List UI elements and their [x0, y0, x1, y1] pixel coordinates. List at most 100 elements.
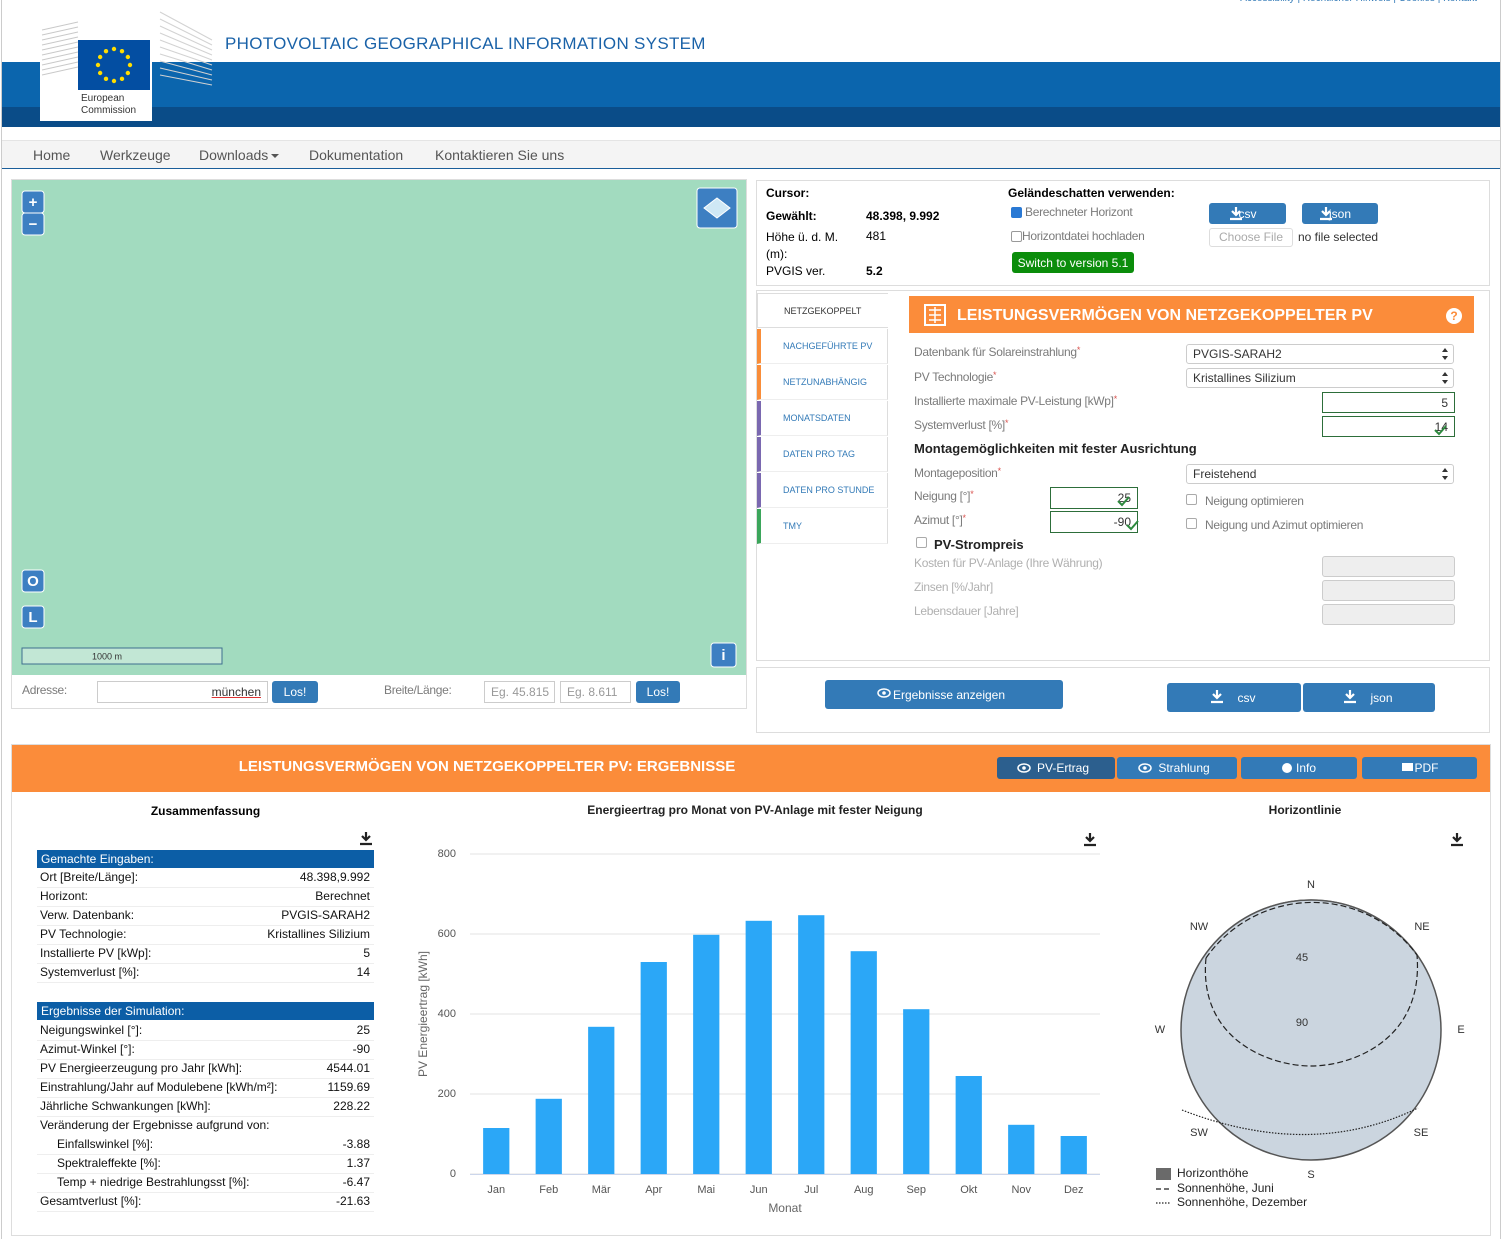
- number-input[interactable]: 14: [1322, 416, 1455, 437]
- selected-label: Gewählt:: [766, 209, 817, 223]
- nav-item[interactable]: Dokumentation: [309, 147, 404, 163]
- lat-input[interactable]: Eg. 45.815: [484, 681, 555, 703]
- table-header: Gemachte Eingaben:: [37, 850, 374, 868]
- row-label: Einstrahlung/Jahr auf Modulebene [kWh/m²…: [40, 1080, 278, 1094]
- disabled-label: Kosten für PV-Anlage (Ihre Währung): [914, 556, 1103, 570]
- version-value: 5.2: [866, 264, 883, 278]
- required-mark: *: [997, 466, 1002, 476]
- field-label: Neigung [°]*: [914, 489, 974, 503]
- field-label: Datenbank für Solareinstrahlung*: [914, 345, 1081, 359]
- tab[interactable]: NETZUNABHÄNGIG: [757, 365, 888, 400]
- tab[interactable]: NACHGEFÜHRTE PV: [757, 329, 888, 364]
- show-results-button[interactable]: Ergebnisse anzeigen: [825, 680, 1063, 709]
- disabled-input: [1322, 556, 1455, 577]
- row-value: 5: [363, 946, 370, 960]
- required-mark: *: [962, 513, 966, 523]
- map-panel: [11, 179, 747, 709]
- checkbox[interactable]: [1011, 231, 1022, 242]
- disabled-input: [1322, 604, 1455, 625]
- tab[interactable]: MONATSDATEN: [757, 401, 888, 436]
- form-panel: [756, 290, 1490, 661]
- go-button[interactable]: Los!: [272, 681, 318, 703]
- row-line: [37, 1059, 374, 1060]
- row-label: PV Technologie:: [40, 927, 127, 941]
- row-value: -6.47: [342, 1175, 370, 1189]
- field-label: Installierte maximale PV-Leistung [kWp]*: [914, 394, 1117, 408]
- select[interactable]: Kristallines Silizium: [1186, 368, 1454, 388]
- row-label: Systemverlust [%]:: [40, 965, 140, 979]
- section-title: PV-Strompreis: [934, 537, 1024, 552]
- help-icon[interactable]: ?: [1446, 308, 1462, 324]
- results-title: LEISTUNGSVERMÖGEN VON NETZGEKOPPELTER PV…: [238, 758, 736, 775]
- number-input[interactable]: 25: [1050, 487, 1138, 509]
- checkbox-label: Neigung und Azimut optimieren: [1205, 518, 1364, 532]
- switch-button[interactable]: Switch to version 5.1: [1012, 252, 1134, 273]
- summary-title: Zusammenfassung: [150, 804, 261, 818]
- nav-item[interactable]: Kontaktieren Sie uns: [435, 147, 565, 163]
- lon-input[interactable]: Eg. 8.611: [560, 681, 631, 703]
- row-label: Neigungswinkel [°]:: [40, 1023, 143, 1037]
- row-value: 1.37: [346, 1156, 370, 1170]
- csv-button[interactable]: csv: [1167, 683, 1301, 712]
- row-value: Kristallines Silizium: [267, 927, 370, 941]
- row-label: Temp + niedrige Bestrahlungsst [%]:: [57, 1175, 250, 1189]
- tab[interactable]: DATEN PRO TAG: [757, 437, 888, 472]
- site-title: PHOTOVOLTAIC GEOGRAPHICAL INFORMATION SY…: [225, 34, 706, 53]
- field-label: Systemverlust [%]*: [914, 418, 1009, 432]
- cursor-label: Cursor:: [766, 186, 810, 200]
- number-input[interactable]: -90: [1050, 511, 1138, 533]
- json-button[interactable]: json: [1302, 203, 1378, 224]
- nav-item[interactable]: Downloads: [199, 147, 280, 163]
- tab[interactable]: DATEN PRO STUNDE: [757, 473, 888, 508]
- row-value: 48.398,9.992: [299, 870, 370, 884]
- csv-button[interactable]: csv: [1209, 203, 1286, 224]
- checkbox[interactable]: [916, 537, 927, 548]
- row-label: Horizont:: [40, 889, 89, 903]
- results-tab-button[interactable]: Info: [1241, 757, 1357, 779]
- results-tab-button[interactable]: PDF: [1362, 757, 1477, 779]
- checkbox[interactable]: [1186, 494, 1197, 505]
- checkbox[interactable]: [1186, 518, 1197, 529]
- required-mark: *: [992, 370, 997, 380]
- field-label: Azimut [°]*: [914, 513, 966, 527]
- nav-item[interactable]: Home: [33, 147, 71, 163]
- tab[interactable]: TMY: [757, 509, 888, 544]
- go-button[interactable]: Los!: [636, 681, 680, 703]
- tab[interactable]: NETZGEKOPPELT: [757, 293, 888, 328]
- row-label: Verw. Datenbank:: [40, 908, 135, 922]
- row-label: Einfallswinkel [%]:: [57, 1137, 154, 1151]
- row-line: [37, 944, 374, 945]
- json-button[interactable]: json: [1303, 683, 1435, 712]
- row-label: Jährliche Schwankungen [kWh]:: [40, 1099, 211, 1113]
- logo-text: European: [81, 93, 125, 104]
- info-panel: [756, 180, 1490, 286]
- select[interactable]: PVGIS-SARAH2: [1186, 344, 1454, 364]
- row-line: [37, 982, 374, 983]
- table-header: Ergebnisse der Simulation:: [37, 1002, 374, 1020]
- required-mark: *: [1076, 345, 1081, 355]
- row-line: [37, 1116, 374, 1117]
- address-input[interactable]: münchen: [97, 681, 268, 703]
- row-value: -3.88: [342, 1137, 370, 1151]
- results-tab-button[interactable]: Strahlung: [1117, 757, 1237, 779]
- row-line: [37, 906, 374, 907]
- results-tab-button[interactable]: PV-Ertrag: [997, 757, 1115, 779]
- row-line: [37, 1040, 374, 1041]
- number-input[interactable]: 5: [1322, 392, 1455, 413]
- row-label: Azimut-Winkel [°]:: [40, 1042, 135, 1056]
- nav-item[interactable]: Werkzeuge: [100, 147, 171, 163]
- row-line: [37, 1192, 374, 1193]
- header-band: [2, 62, 1500, 107]
- results-panel: [11, 744, 1491, 1236]
- row-value: 4544.01: [326, 1061, 370, 1075]
- selected-value: 48.398, 9.992: [866, 209, 940, 223]
- disabled-label: Zinsen [%/Jahr]: [914, 580, 993, 594]
- field-label: PV Technologie*: [914, 370, 997, 384]
- checkbox-checked[interactable]: [1011, 207, 1022, 218]
- choose-file[interactable]: Choose File: [1209, 228, 1293, 247]
- nav-bar: [2, 140, 1500, 169]
- row-label: Gesamtverlust [%]:: [40, 1194, 142, 1208]
- no-file: no file selected: [1298, 230, 1379, 244]
- select[interactable]: Freistehend: [1186, 464, 1454, 484]
